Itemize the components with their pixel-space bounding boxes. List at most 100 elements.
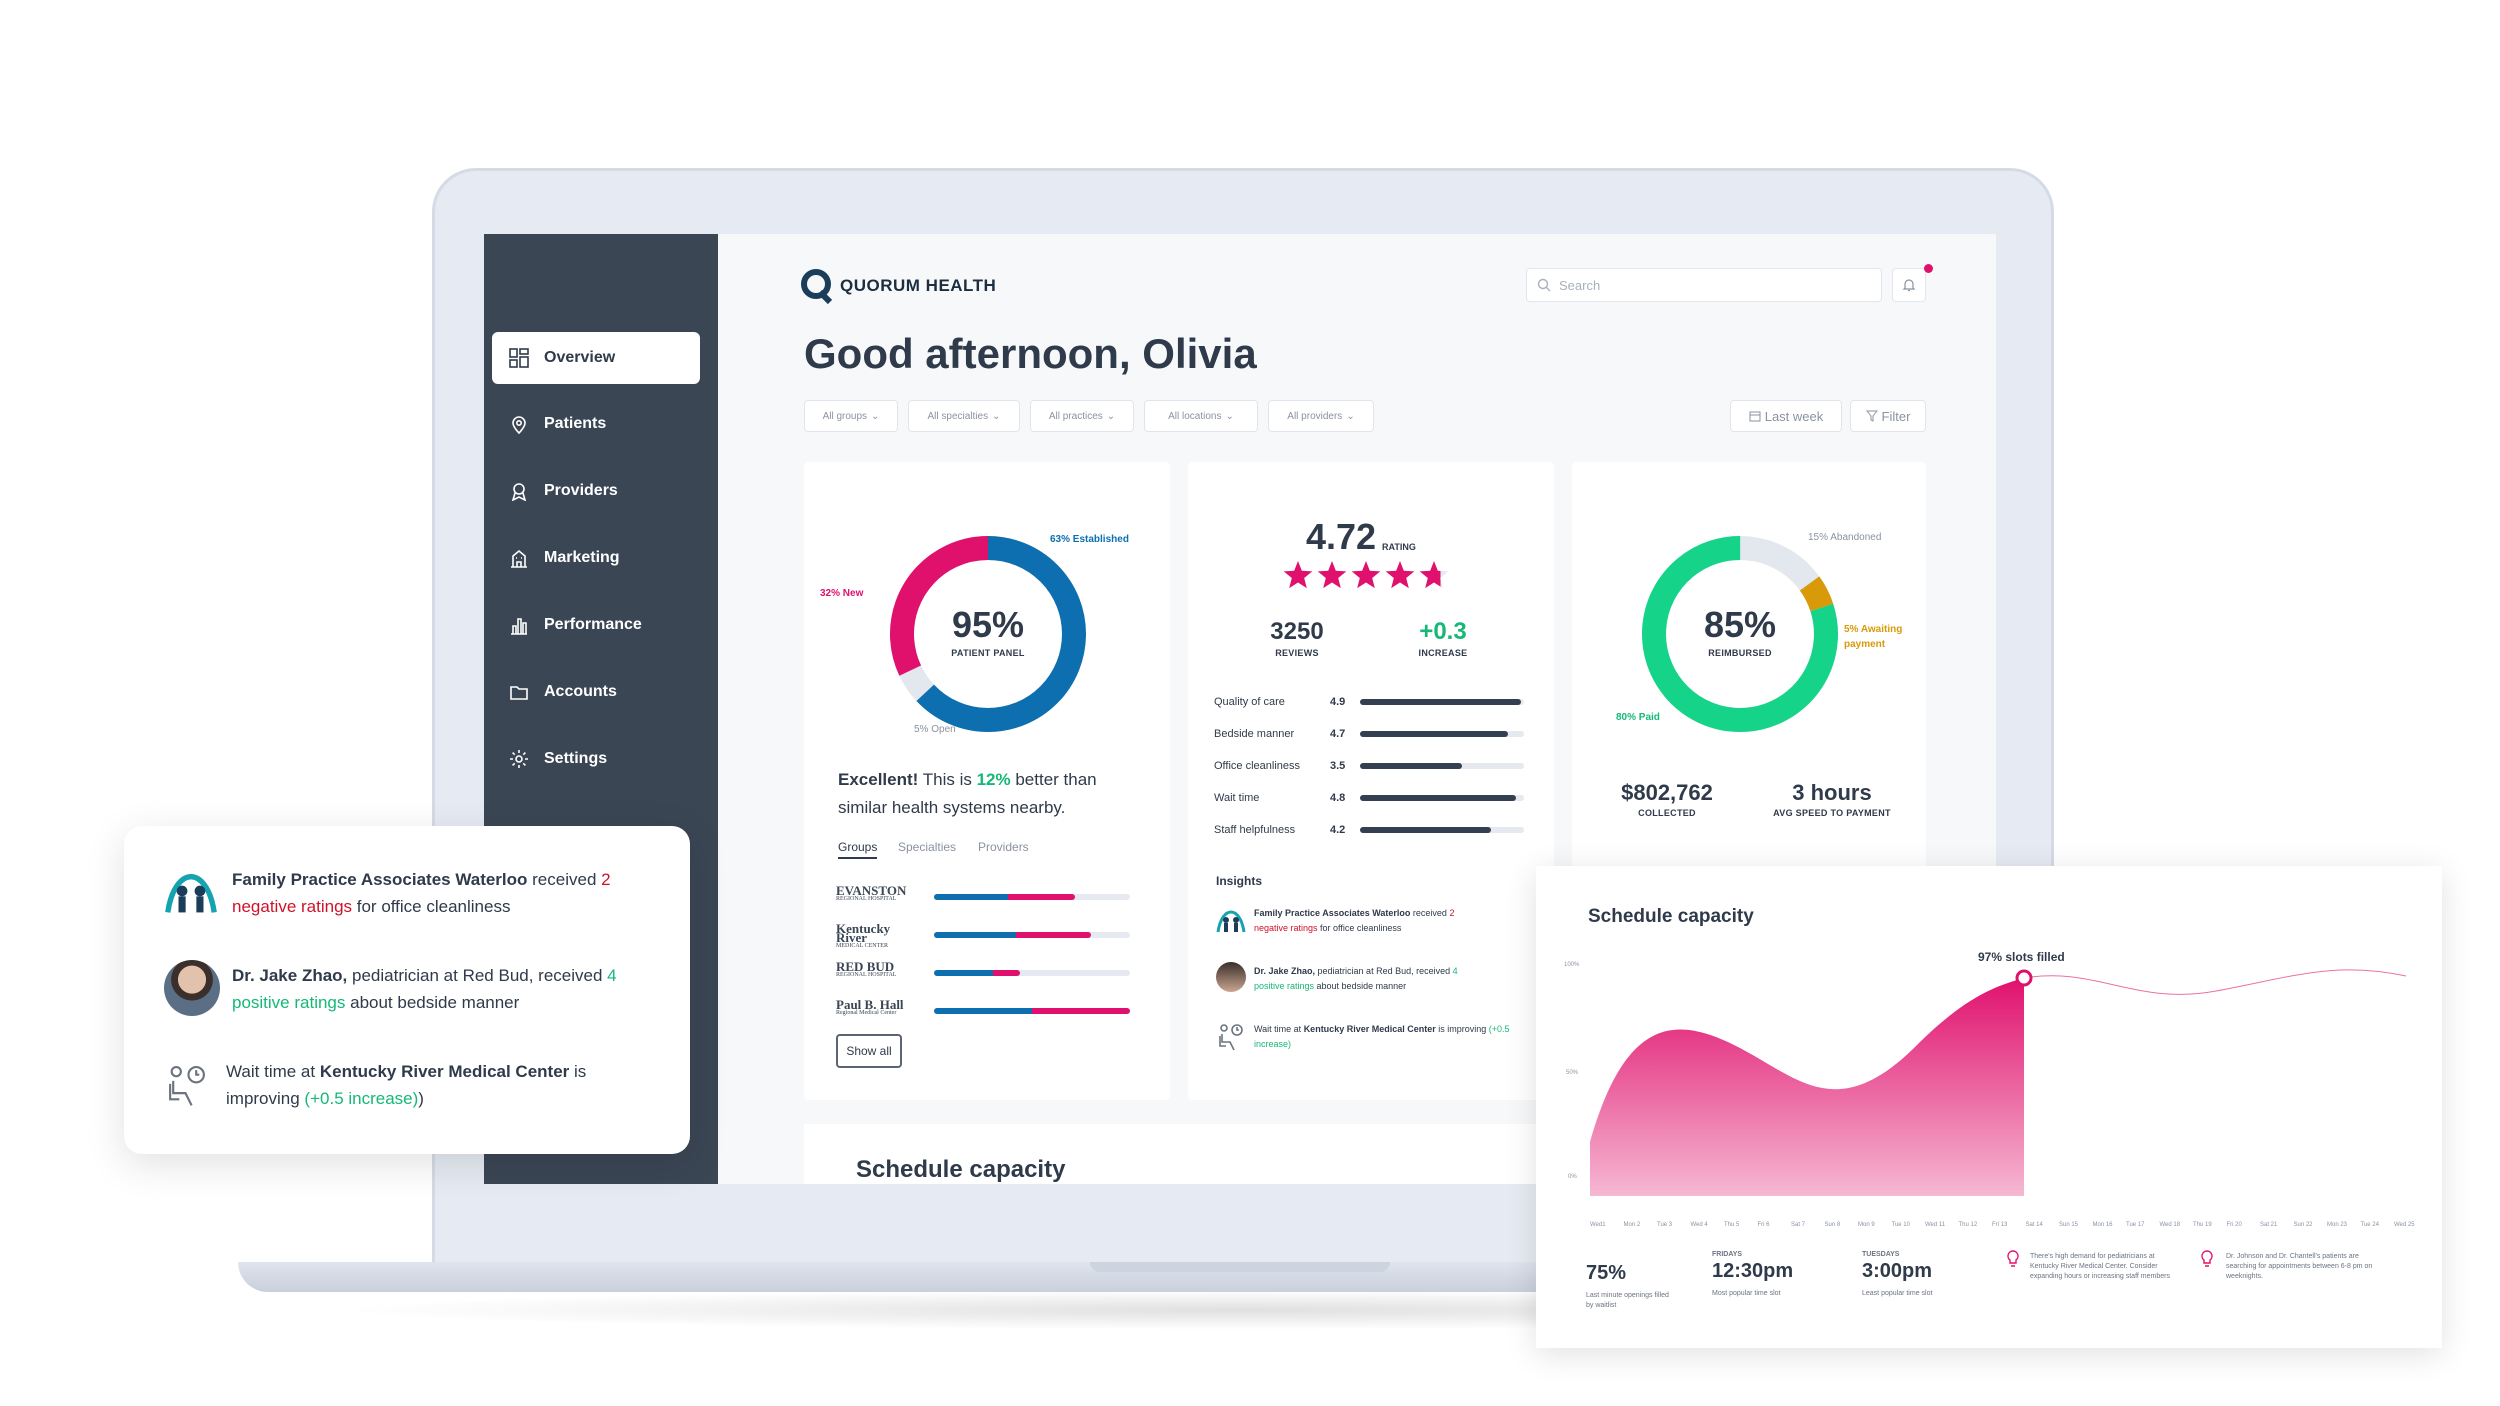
- filter-specialties[interactable]: All specialties ⌄: [908, 400, 1020, 432]
- schedule-stat: TUESDAYS 3:00pm Least popular time slot: [1862, 1250, 1932, 1299]
- popup-text: received: [527, 870, 602, 889]
- collected-amount: $802,762: [1621, 780, 1713, 805]
- x-tick: Thu 19: [2193, 1222, 2212, 1228]
- donut-segment-new: [890, 536, 1086, 732]
- x-tick: Wed 11: [1925, 1222, 1946, 1228]
- sidebar-item-marketing[interactable]: Marketing: [492, 532, 700, 584]
- group-logo: EVANSTON REGIONAL HOSPITAL: [836, 884, 922, 904]
- brand-logo[interactable]: QUORUM HEALTH: [800, 268, 996, 304]
- group-bar-pink: [1016, 932, 1091, 938]
- patient-panel-caption: PATIENT PANEL: [951, 648, 1025, 658]
- group-logo: RED BUD REGIONAL HOSPITAL: [836, 960, 922, 980]
- search-placeholder: Search: [1559, 277, 1601, 293]
- main-content: QUORUM HEALTH Search Good afternoon, Oli…: [718, 234, 1996, 1184]
- sidebar-item-overview[interactable]: Overview: [492, 332, 700, 384]
- sidebar-item-settings[interactable]: Settings: [492, 733, 700, 785]
- group-bar-pink: [1032, 1008, 1130, 1014]
- building-icon: [508, 547, 530, 569]
- x-tick: Wed 4: [1690, 1222, 1708, 1228]
- popup-bold: Dr. Jake Zhao,: [232, 966, 348, 985]
- tab-groups[interactable]: Groups: [838, 840, 878, 859]
- y-tick: 0%: [1568, 1174, 1577, 1180]
- sidebar-item-patients[interactable]: Patients: [492, 398, 700, 450]
- star-icon: [1385, 561, 1415, 589]
- comparison-prefix: Excellent!: [838, 770, 919, 789]
- group-subtitle: REGIONAL HOSPITAL: [836, 896, 897, 902]
- lightbulb-icon: [2006, 1250, 2022, 1273]
- new-label: 32% New: [820, 588, 864, 599]
- chevron-down-icon: ⌄: [871, 410, 880, 422]
- filter-groups[interactable]: All groups ⌄: [804, 400, 898, 432]
- notification-dot: [1924, 264, 1933, 273]
- schedule-note: Dr. Johnson and Dr. Chantell's patients …: [2226, 1253, 2373, 1280]
- x-tick: Tue 24: [2360, 1222, 2379, 1228]
- filter-providers[interactable]: All providers ⌄: [1268, 400, 1374, 432]
- collected-label: COLLECTED: [1638, 808, 1696, 818]
- metric-value: 4.7: [1330, 728, 1346, 740]
- insight-bold: Dr. Jake Zhao,: [1254, 966, 1316, 976]
- bar-chart-icon: [508, 614, 530, 636]
- x-tick: Tue 3: [1657, 1222, 1673, 1228]
- filter-label: All specialties: [927, 410, 989, 422]
- laptop-notch: [1090, 1262, 1390, 1272]
- insight-highlight: (+0.5 increase): [1254, 1024, 1510, 1049]
- insight-item: Dr. Jake Zhao, pediatrician at Red Bud, …: [1254, 964, 1534, 994]
- donut-segment-paid: [1642, 536, 1838, 732]
- funnel-icon: [1865, 410, 1878, 422]
- sidebar-item-providers[interactable]: Providers: [492, 465, 700, 517]
- stat-label: Most popular time slot: [1712, 1290, 1781, 1297]
- practice-logo-icon: [1216, 906, 1246, 936]
- metric-bar-fill: [1360, 827, 1492, 833]
- popup-text: ): [418, 1089, 424, 1108]
- stat-pre: TUESDAYS: [1862, 1251, 1900, 1258]
- y-tick: 50%: [1566, 1070, 1579, 1076]
- chevron-down-icon: ⌄: [1106, 410, 1116, 422]
- avatar: [1216, 962, 1246, 992]
- filter-button[interactable]: Filter: [1850, 400, 1926, 432]
- folder-icon: [508, 681, 530, 703]
- tab-specialties[interactable]: Specialties: [898, 840, 957, 854]
- metric-label: Wait time: [1214, 792, 1260, 804]
- filter-practices[interactable]: All practices ⌄: [1030, 400, 1134, 432]
- insights-popup: Family Practice Associates Waterloo rece…: [124, 826, 690, 1154]
- show-all-button[interactable]: Show all: [836, 1034, 902, 1068]
- insight-text: is improving: [1435, 1024, 1489, 1034]
- practice-logo-icon: [164, 866, 218, 920]
- x-tick: Fri 13: [1992, 1222, 2008, 1228]
- reimbursement-donut: [1642, 536, 1838, 732]
- popup-item: Wait time at Kentucky River Medical Cent…: [226, 1058, 666, 1112]
- group-bar-pink: [992, 970, 1021, 976]
- popup-highlight: 2: [601, 870, 611, 889]
- ribbon-icon: [508, 480, 530, 502]
- star-icon: [1419, 561, 1449, 589]
- popup-text: Wait time at: [226, 1062, 320, 1081]
- group-name: Kentucky River: [836, 921, 891, 945]
- payment-speed-label: AVG SPEED TO PAYMENT: [1773, 808, 1891, 818]
- sidebar-item-performance[interactable]: Performance: [492, 599, 700, 651]
- popup-highlight: positive ratings: [232, 993, 346, 1012]
- stat-label: Least popular time slot: [1862, 1290, 1933, 1297]
- group-bar-blue: [934, 1008, 1032, 1014]
- comparison-highlight: 12%: [976, 770, 1011, 789]
- notifications-button[interactable]: [1892, 268, 1926, 302]
- rating-increase: +0.3: [1419, 618, 1467, 645]
- group-name: Paul B. Hall: [836, 997, 904, 1012]
- metric-value: 3.5: [1330, 760, 1346, 772]
- star-icon: [1351, 561, 1381, 589]
- sidebar-item-accounts[interactable]: Accounts: [492, 666, 700, 718]
- open-label: 5% Open: [914, 724, 956, 735]
- tab-providers[interactable]: Providers: [978, 840, 1029, 854]
- filter-locations[interactable]: All locations ⌄: [1144, 400, 1258, 432]
- x-tick: Wed1: [1590, 1222, 1606, 1228]
- schedule-capacity-chart: [1590, 969, 2407, 1196]
- location-pin-icon: [508, 413, 530, 435]
- search-input[interactable]: Search: [1526, 268, 1882, 302]
- insight-highlight: positive ratings: [1254, 981, 1315, 991]
- forecast-line: [2023, 969, 2407, 995]
- schedule-capacity-panel: Schedule capacity 97% slots filled 100% …: [1536, 866, 2442, 1348]
- group-bar-blue: [934, 970, 993, 976]
- x-tick: Sat 21: [2260, 1222, 2278, 1228]
- filter-label: All groups: [822, 410, 868, 422]
- date-range-button[interactable]: Last week: [1730, 400, 1842, 432]
- x-tick: Wed 18: [2159, 1222, 2181, 1228]
